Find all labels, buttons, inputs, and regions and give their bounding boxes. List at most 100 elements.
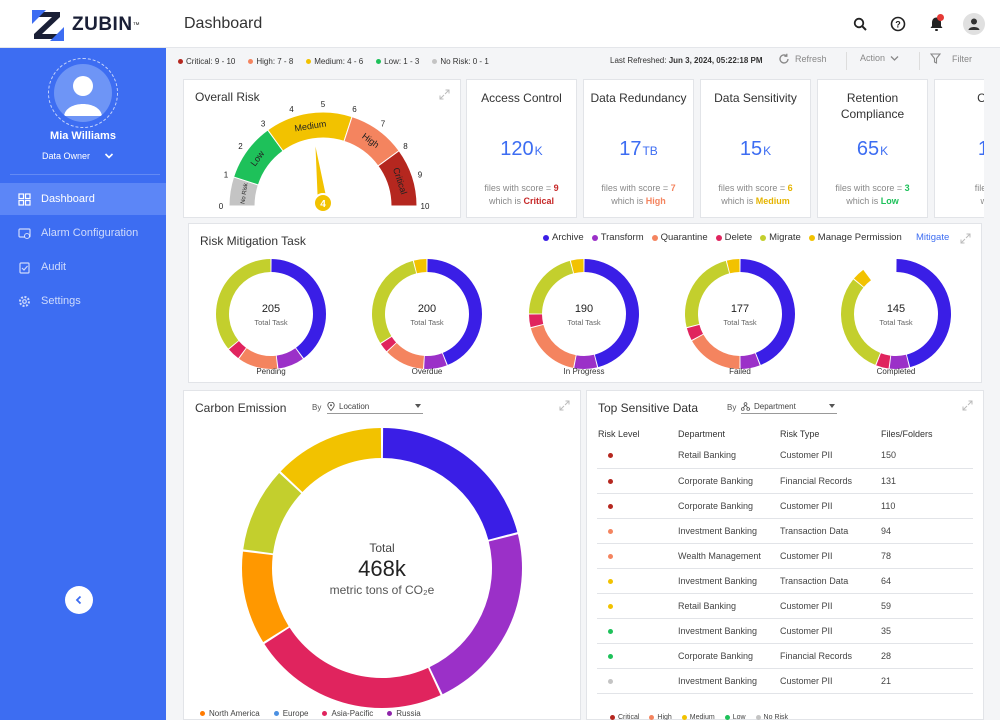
risk-level-dot bbox=[608, 603, 613, 609]
metric-value: 120K bbox=[467, 138, 576, 161]
donut-segment bbox=[372, 260, 417, 344]
carbon-segment[interactable] bbox=[382, 428, 518, 540]
column-header-risk-type[interactable]: Risk Type bbox=[780, 429, 820, 439]
risk-legend-item: Low: 1 - 3 bbox=[376, 57, 419, 66]
risk-level-dot bbox=[608, 453, 613, 459]
role-selector[interactable]: Data Owner bbox=[42, 151, 114, 161]
risk-type-cell: Customer PII bbox=[779, 493, 880, 519]
chevron-down-icon bbox=[890, 55, 899, 61]
risk-mitigation-legend: Archive Transform Quarantine Delete Migrate M… bbox=[543, 232, 902, 243]
gauge-tick-label: 7 bbox=[381, 119, 386, 128]
risk-mitigation-legend-item[interactable]: Delete bbox=[715, 232, 752, 243]
metric-card-2[interactable]: Data Sensitivity 15K files with score = … bbox=[700, 79, 811, 218]
risk-mitigation-legend-item[interactable]: Manage Permission bbox=[808, 232, 902, 243]
sidebar-item-audit[interactable]: Audit bbox=[0, 251, 166, 283]
user-avatar[interactable] bbox=[48, 58, 118, 128]
app-logo[interactable]: ZUBIN ™ bbox=[30, 8, 160, 42]
metric-footnote: files with score = 9 which is Critical bbox=[467, 182, 576, 208]
table-row[interactable]: Investment Banking Customer PII 35 bbox=[597, 618, 973, 644]
carbon-legend-item[interactable]: Russia bbox=[387, 709, 421, 718]
expand-icon[interactable] bbox=[960, 233, 971, 244]
carbon-segment[interactable] bbox=[264, 627, 441, 708]
donut-segment bbox=[574, 354, 598, 369]
carbon-segment[interactable] bbox=[280, 428, 382, 493]
notification-bell-icon[interactable] bbox=[924, 12, 948, 36]
task-donut-1[interactable]: 200 Total Task bbox=[367, 254, 487, 374]
metric-unit: K bbox=[534, 144, 543, 158]
carbon-segment[interactable] bbox=[243, 472, 302, 554]
metric-card-3[interactable]: Retention Compliance 65K files with scor… bbox=[817, 79, 928, 218]
action-dropdown[interactable]: Action bbox=[860, 53, 899, 63]
sidebar-item-dashboard[interactable]: Dashboard bbox=[0, 183, 166, 215]
mitigate-link[interactable]: Mitigate bbox=[916, 232, 950, 243]
table-row[interactable]: Investment Banking Customer PII 21 bbox=[597, 668, 973, 694]
risk-mitigation-legend-item[interactable]: Quarantine bbox=[651, 232, 708, 243]
carbon-segment[interactable] bbox=[242, 551, 289, 643]
location-select[interactable]: Location bbox=[327, 400, 423, 414]
risk-mitigation-legend-item[interactable]: Migrate bbox=[760, 232, 801, 243]
metric-card-0[interactable]: Access Control 120K files with score = 9… bbox=[466, 79, 577, 218]
gauge-band-label: Medium bbox=[294, 119, 327, 134]
carbon-legend-item[interactable]: Asia-Pacific bbox=[322, 709, 373, 718]
sidebar-item-alarm-configuration[interactable]: Alarm Configuration bbox=[0, 217, 166, 249]
column-header-department[interactable]: Department bbox=[678, 429, 726, 439]
metric-card-1[interactable]: Data Redundancy 17TB files with score = … bbox=[583, 79, 694, 218]
search-icon[interactable] bbox=[848, 12, 872, 36]
filter-button[interactable]: Filter bbox=[930, 53, 972, 64]
user-avatar-icon[interactable] bbox=[962, 12, 986, 36]
donut-segment bbox=[228, 341, 246, 359]
task-donut-3[interactable]: 177 Total Task bbox=[680, 254, 800, 374]
task-donut-2[interactable]: 190 Total Task bbox=[524, 254, 644, 374]
expand-icon[interactable] bbox=[559, 400, 570, 411]
gauge-tick-label: 1 bbox=[224, 170, 229, 179]
expand-icon[interactable] bbox=[439, 89, 450, 100]
risk-level-cell bbox=[597, 518, 677, 544]
task-donut-4[interactable]: 145 Total Task bbox=[836, 254, 956, 374]
metric-number: 65 bbox=[856, 138, 880, 160]
column-header-files-folders[interactable]: Files/Folders bbox=[881, 429, 933, 439]
table-row[interactable]: Retail Banking Customer PII 59 bbox=[597, 593, 973, 619]
metric-foot-text: which is bbox=[846, 196, 881, 206]
risk-type-cell: Customer PII bbox=[779, 668, 880, 694]
donut-status-label: Failed bbox=[729, 367, 751, 376]
carbon-segment[interactable] bbox=[429, 534, 522, 695]
risk-legend: Critical: 9 - 10 High: 7 - 8 Medium: 4 - 6… bbox=[176, 57, 500, 66]
sidebar: Mia Williams Data Owner Dashboard Alarm … bbox=[0, 48, 166, 720]
risk-mitigation-legend-item[interactable]: Archive bbox=[543, 232, 584, 243]
metric-value: 65K bbox=[818, 138, 927, 161]
metric-unit: K bbox=[763, 144, 772, 158]
collapse-sidebar-button[interactable] bbox=[65, 586, 93, 614]
table-row[interactable]: Corporate Banking Financial Records 131 bbox=[597, 468, 973, 494]
risk-level-cell bbox=[597, 468, 677, 494]
sidebar-divider bbox=[10, 174, 160, 175]
department-select[interactable]: Department bbox=[741, 400, 837, 414]
task-donut-0[interactable]: 205 Total Task bbox=[211, 254, 331, 374]
table-row[interactable]: Retail Banking Customer PII 150 bbox=[597, 443, 973, 469]
metric-card-4[interactable]: Colo 18 files wit whic bbox=[934, 79, 984, 218]
carbon-legend-item[interactable]: North America bbox=[200, 709, 260, 718]
table-row[interactable]: Corporate Banking Financial Records 28 bbox=[597, 643, 973, 669]
risk-level-dot bbox=[608, 653, 613, 659]
sidebar-item-settings[interactable]: Settings bbox=[0, 285, 166, 317]
expand-icon[interactable] bbox=[962, 400, 973, 411]
files-count-cell: 35 bbox=[880, 618, 973, 644]
column-header-risk-level[interactable]: Risk Level bbox=[598, 429, 640, 439]
risk-level-dot bbox=[608, 578, 613, 584]
legend-label: Manage Permission bbox=[817, 232, 902, 243]
refresh-button[interactable]: Refresh bbox=[778, 53, 827, 65]
table-row[interactable]: Corporate Banking Customer PII 110 bbox=[597, 493, 973, 519]
table-row[interactable]: Wealth Management Customer PII 78 bbox=[597, 543, 973, 569]
carbon-legend-item[interactable]: Europe bbox=[273, 709, 308, 718]
donut-total: 177 bbox=[731, 303, 749, 315]
table-row[interactable]: Investment Banking Transaction Data 64 bbox=[597, 568, 973, 594]
help-icon[interactable]: ? bbox=[886, 12, 910, 36]
risk-legend-item: High bbox=[649, 714, 672, 720]
settings-icon bbox=[19, 295, 30, 307]
metric-footnote: files wit whic bbox=[935, 182, 984, 208]
table-header-row: Risk Level Department Risk Type Files/Fo… bbox=[597, 425, 973, 443]
table-row[interactable]: Investment Banking Transaction Data 94 bbox=[597, 518, 973, 544]
department-cell: Corporate Banking bbox=[677, 493, 779, 519]
risk-mitigation-legend-item[interactable]: Transform bbox=[591, 232, 644, 243]
donut-total-label: Total Task bbox=[723, 318, 756, 327]
department-cell: Retail Banking bbox=[677, 443, 779, 469]
